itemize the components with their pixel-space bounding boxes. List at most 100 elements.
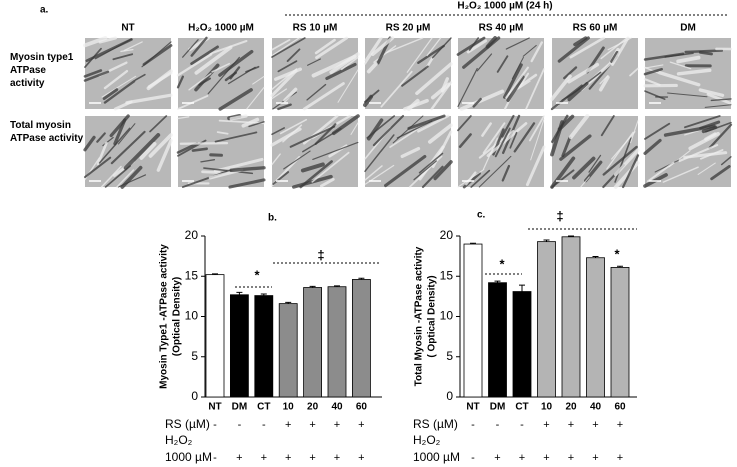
fiber bbox=[468, 37, 480, 51]
fiber bbox=[289, 125, 336, 148]
fiber bbox=[272, 37, 300, 56]
fiber bbox=[506, 75, 525, 102]
fiber bbox=[96, 141, 108, 166]
fiber bbox=[372, 114, 405, 147]
fiber bbox=[457, 168, 485, 188]
fiber bbox=[83, 156, 112, 179]
rs-sign: + bbox=[358, 419, 364, 431]
rs-sign: - bbox=[471, 419, 475, 431]
fiber bbox=[83, 36, 108, 48]
row-label-line: ATPase activity bbox=[10, 133, 84, 144]
fiber bbox=[102, 88, 119, 101]
fiber bbox=[466, 39, 488, 54]
fiber bbox=[218, 49, 254, 77]
fiber bbox=[283, 87, 298, 102]
fiber bbox=[525, 145, 546, 187]
fiber bbox=[669, 61, 692, 70]
fiber bbox=[482, 137, 499, 170]
h2o2-label: H₂O₂ bbox=[165, 433, 193, 447]
bar bbox=[488, 282, 507, 398]
fiber bbox=[302, 82, 345, 111]
fiber bbox=[245, 65, 260, 73]
fiber bbox=[646, 161, 675, 183]
fiber bbox=[104, 165, 131, 188]
fiber bbox=[270, 69, 298, 98]
error-bar bbox=[334, 285, 340, 287]
fiber bbox=[315, 36, 348, 60]
fiber bbox=[644, 122, 671, 140]
bar bbox=[610, 266, 630, 398]
error-bar bbox=[358, 277, 365, 280]
fiber bbox=[117, 174, 147, 188]
column-header: H₂O₂ 1000 µM bbox=[188, 23, 254, 34]
row-label-line: Total myosin bbox=[10, 120, 71, 131]
fiber bbox=[274, 67, 302, 81]
fiber bbox=[418, 152, 444, 174]
fiber bbox=[211, 62, 231, 73]
fiber bbox=[116, 169, 135, 188]
fiber bbox=[117, 123, 136, 145]
h2o2-sign: + bbox=[568, 452, 574, 464]
error-bar bbox=[519, 284, 525, 292]
fiber bbox=[201, 170, 221, 174]
fiber bbox=[311, 54, 357, 78]
x-tick-label: 60 bbox=[614, 402, 626, 413]
fiber bbox=[120, 48, 134, 53]
significance-mark: ‡ bbox=[317, 247, 324, 262]
fiber bbox=[697, 162, 716, 175]
fiber bbox=[688, 131, 720, 151]
fiber bbox=[569, 36, 605, 59]
column-header: RS 10 µM bbox=[293, 23, 338, 34]
fiber bbox=[430, 82, 451, 100]
fiber bbox=[704, 104, 732, 108]
fiber bbox=[644, 64, 664, 69]
fiber bbox=[364, 134, 395, 173]
fiber bbox=[190, 45, 219, 65]
fiber bbox=[350, 122, 359, 135]
error-bar bbox=[236, 291, 243, 295]
fiber bbox=[386, 37, 424, 54]
y-tick-label: 20 bbox=[185, 228, 199, 242]
fiber bbox=[148, 133, 173, 158]
fiber bbox=[600, 37, 628, 60]
fiber bbox=[550, 156, 576, 189]
fiber bbox=[190, 36, 208, 57]
fiber bbox=[229, 66, 241, 80]
fiber bbox=[314, 38, 336, 55]
fiber bbox=[246, 86, 265, 110]
h2o2-sign: + bbox=[543, 452, 549, 464]
x-tick-label: CT bbox=[515, 402, 528, 413]
fiber bbox=[203, 167, 254, 175]
fiber bbox=[482, 122, 506, 154]
rs-sign: - bbox=[238, 419, 242, 431]
fiber bbox=[363, 36, 383, 65]
error-bar bbox=[592, 256, 599, 258]
fiber bbox=[364, 165, 383, 181]
fiber bbox=[550, 74, 572, 101]
micrograph bbox=[550, 114, 640, 189]
bar bbox=[278, 303, 298, 398]
micrograph bbox=[456, 36, 545, 111]
fiber bbox=[458, 133, 472, 148]
h2o2-sign: + bbox=[592, 452, 598, 464]
fiber bbox=[503, 63, 523, 99]
h2o2-label: 1000 µM bbox=[165, 450, 212, 464]
fiber bbox=[663, 124, 716, 137]
fiber bbox=[433, 160, 453, 181]
x-tick-label: 20 bbox=[307, 402, 319, 413]
h2o2-label: 1000 µM bbox=[413, 450, 460, 464]
bar bbox=[205, 274, 225, 398]
fiber bbox=[198, 77, 211, 86]
x-tick-label: NT bbox=[466, 402, 479, 413]
fiber bbox=[380, 70, 413, 108]
row-label: Total myosin ATPase activity bbox=[10, 120, 84, 144]
fiber bbox=[622, 154, 640, 189]
fiber bbox=[457, 67, 478, 108]
fiber bbox=[472, 97, 482, 108]
error-bar bbox=[617, 265, 623, 268]
fiber bbox=[134, 73, 146, 81]
fiber bbox=[396, 120, 433, 139]
fiber bbox=[710, 165, 731, 181]
